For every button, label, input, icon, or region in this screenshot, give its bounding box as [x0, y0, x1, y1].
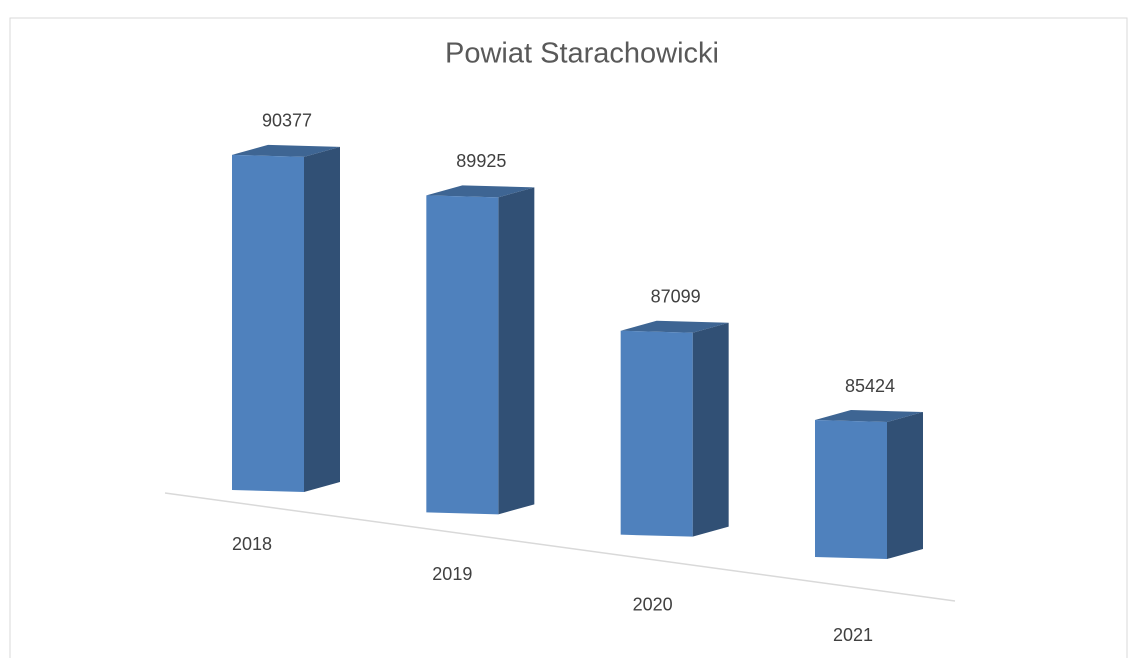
bar-front	[232, 154, 304, 493]
bar-side	[498, 187, 535, 515]
bar-top	[426, 185, 535, 198]
chart-title: Powiat Starachowicki	[445, 38, 719, 70]
bar-side	[692, 322, 729, 537]
bar-front	[620, 330, 693, 537]
data-label: 87099	[651, 286, 701, 306]
bar-top	[232, 144, 340, 157]
x-tick-label: 2021	[833, 625, 873, 645]
x-tick-label: 2018	[232, 534, 272, 554]
bar-side	[304, 146, 340, 493]
bar-front	[815, 420, 887, 559]
x-tick-label: 2020	[633, 594, 673, 614]
floor-line	[164, 492, 956, 602]
bar-top	[620, 320, 729, 333]
data-label: 90377	[262, 111, 312, 131]
chart-area	[9, 17, 1128, 658]
data-label: 85424	[845, 376, 895, 396]
bar-side	[887, 412, 923, 559]
data-label: 89925	[456, 151, 506, 171]
bar-top	[815, 410, 923, 423]
bar-front	[426, 195, 499, 515]
x-tick-label: 2019	[432, 564, 472, 584]
